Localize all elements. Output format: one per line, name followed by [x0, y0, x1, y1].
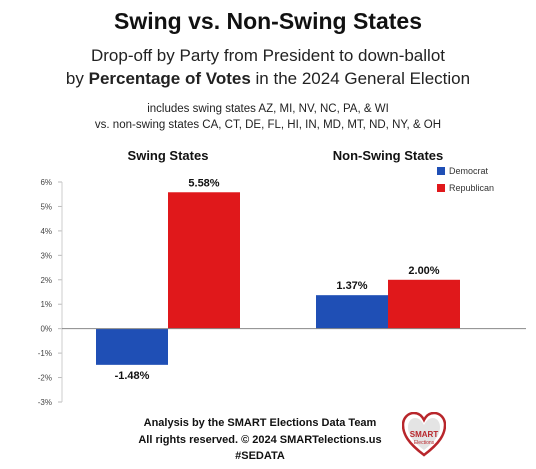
data-label: 2.00% [408, 265, 439, 277]
y-tick-label: 1% [40, 300, 52, 309]
subtitle-emphasis: Percentage of Votes [88, 69, 251, 88]
chart-title: Swing vs. Non-Swing States [114, 8, 422, 34]
chart-subtitle-line2: by Percentage of Votes in the 2024 Gener… [0, 69, 536, 89]
y-tick-label: 3% [40, 251, 52, 260]
bar-republican [168, 192, 240, 329]
bar-democrat [96, 328, 168, 365]
svg-text:Elections: Elections [414, 440, 435, 446]
bar-chart: 6% 5% 4% 3% 2% 1% 0% -1% -2% -3% -1.48% 1.37% 5.58% 2… [38, 148, 526, 407]
footer-hashtag: #SEDATA [235, 450, 285, 462]
data-label: -1.48% [115, 370, 150, 382]
y-tick-label: -3% [38, 398, 52, 407]
logo-heart-icon [402, 412, 446, 457]
y-tick-label: -2% [38, 374, 52, 383]
subtitle-post: in the 2024 General Election [250, 69, 471, 88]
legend-swatch [437, 184, 445, 192]
bar-democrat [316, 295, 388, 329]
y-tick-label: -1% [38, 349, 52, 358]
bar-republican [388, 279, 460, 329]
legend-swatch [437, 167, 445, 175]
y-tick-label: 5% [40, 202, 52, 211]
legend-label-republican: Republican [449, 183, 494, 193]
states-note-line2: vs. non-swing states CA, CT, DE, FL, HI,… [94, 119, 442, 131]
data-label: 1.37% [336, 280, 367, 292]
category-label: Swing States [128, 148, 209, 163]
logo-text: SMART [410, 430, 439, 439]
chart-subtitle-line1: Drop-off by Party from President to down… [90, 46, 445, 65]
footer-copyright: All rights reserved. © 2024 SMARTelectio… [138, 434, 382, 446]
y-tick-label: 2% [40, 276, 52, 285]
legend-label-democrat: Democrat [449, 166, 489, 176]
y-tick-label: 4% [40, 227, 52, 236]
y-tick-label: 0% [40, 325, 52, 334]
y-tick-label: 6% [40, 178, 52, 187]
subtitle-pre: by [65, 69, 89, 88]
states-note-line1: includes swing states AZ, MI, NV, NC, PA… [147, 103, 389, 115]
data-label: 5.58% [188, 177, 219, 189]
footer-credit: Analysis by the SMART Elections Data Tea… [143, 417, 377, 429]
smart-elections-logo: SMART Elections [402, 412, 446, 457]
category-label: Non-Swing States [333, 148, 444, 163]
